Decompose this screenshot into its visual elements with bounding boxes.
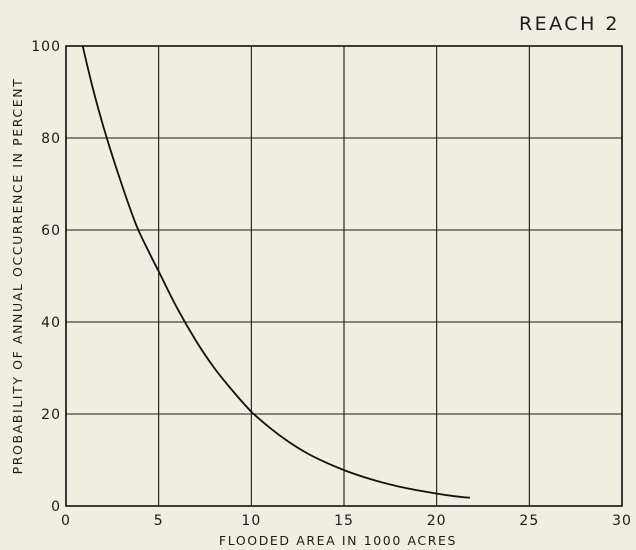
x-tick-label: 5 xyxy=(154,513,164,529)
chart-title: REACH 2 xyxy=(519,13,620,35)
y-tick-label: 60 xyxy=(41,223,61,239)
x-tick-label: 10 xyxy=(241,513,261,529)
y-tick-label: 80 xyxy=(41,131,61,147)
y-tick-label: 40 xyxy=(41,315,61,331)
grid xyxy=(65,45,623,507)
x-tick-label: 20 xyxy=(427,513,447,529)
y-tick-label: 100 xyxy=(31,39,61,55)
x-tick-label: 30 xyxy=(612,513,632,529)
plot-frame xyxy=(65,45,623,507)
x-axis-label: FLOODED AREA IN 1000 ACRES xyxy=(219,533,457,548)
y-axis-label: PROBABILITY OF ANNUAL OCCURRENCE IN PERC… xyxy=(10,78,25,475)
y-tick-labels: 0 20 40 60 80 100 xyxy=(31,39,61,515)
x-tick-label: 25 xyxy=(519,513,539,529)
y-tick-label: 20 xyxy=(41,407,61,423)
x-tick-labels: 0 5 10 15 20 25 30 xyxy=(61,513,632,529)
x-tick-label: 0 xyxy=(61,513,71,529)
y-tick-label: 0 xyxy=(51,499,61,515)
series-line xyxy=(81,45,471,499)
x-tick-label: 15 xyxy=(334,513,354,529)
